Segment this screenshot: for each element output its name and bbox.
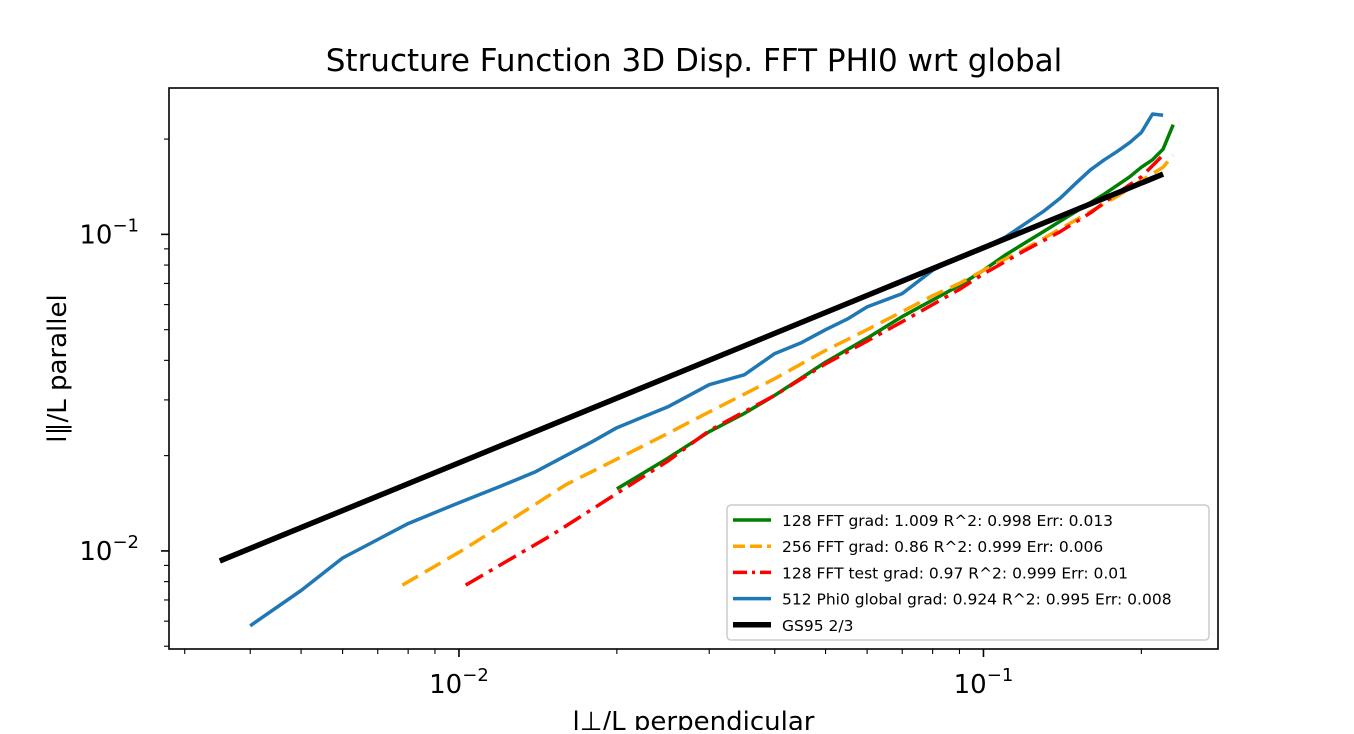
plot-frame: [168, 87, 1219, 650]
legend-label-4: 512 Phi0 global grad: 0.924 R^2: 0.995 E…: [782, 591, 1172, 609]
legend: 128 FFT grad: 1.009 R^2: 0.998 Err: 0.01…: [726, 504, 1210, 641]
chart-title: Structure Function 3D Disp. FFT PHI0 wrt…: [326, 43, 1063, 79]
legend-box: [726, 504, 1210, 641]
x-tick-label-1: 10−2: [429, 665, 489, 700]
x-axis-label: l⊥/L perpendicular: [573, 707, 815, 730]
series-line-5: [218, 171, 1165, 564]
series-line-1: [615, 124, 1175, 491]
y-tick-label-1: 10−2: [79, 532, 139, 567]
legend-label-5: GS95 2/3: [782, 617, 853, 635]
x-tick-label-2: 10−1: [954, 665, 1014, 700]
series-line-3: [464, 153, 1165, 587]
legend-label-1: 128 FFT grad: 1.009 R^2: 0.998 Err: 0.01…: [782, 512, 1113, 530]
series-layer: [218, 112, 1175, 628]
y-tick-label-2: 10−1: [79, 215, 139, 250]
y-axis-label: l∥/L parallel: [43, 294, 73, 442]
legend-label-2: 256 FFT grad: 0.86 R^2: 0.999 Err: 0.006: [782, 538, 1103, 556]
series-line-2: [401, 153, 1175, 587]
series-line-4: [249, 112, 1164, 628]
legend-label-3: 128 FFT test grad: 0.97 R^2: 0.999 Err: …: [782, 564, 1128, 582]
axis-layer: 10−2 10−1 10−2 10−1 l⊥/L perpendicular l∥/L p…: [43, 138, 1142, 734]
